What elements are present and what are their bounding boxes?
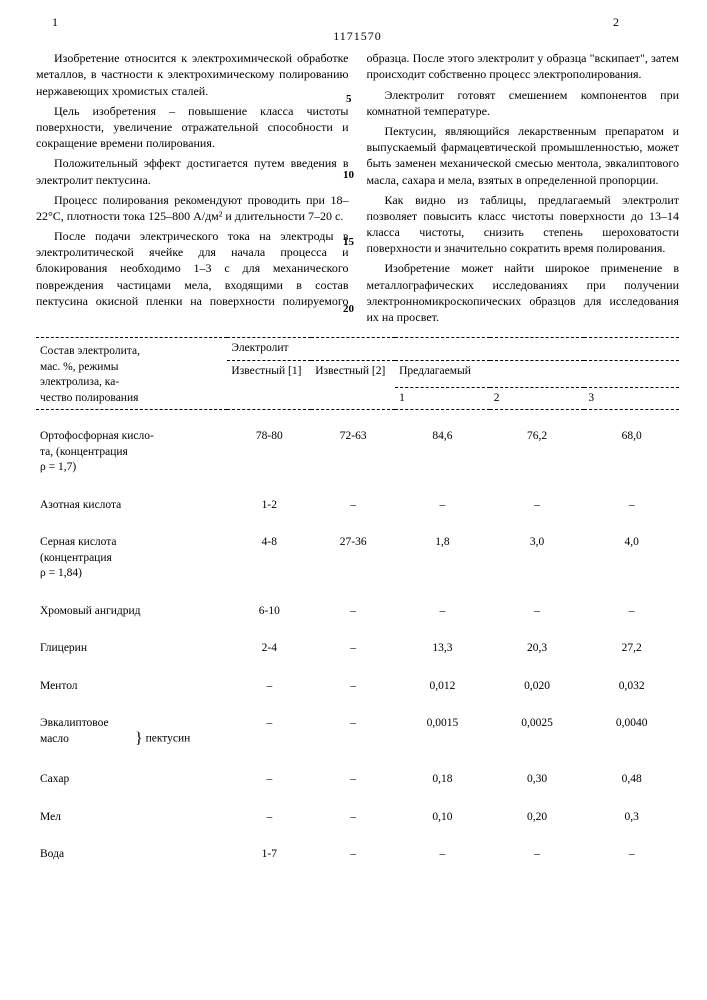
row-label: Вода	[36, 844, 227, 866]
table-row: Хромовый ангидрид6-10––––	[36, 601, 679, 623]
column-header: Известный [2]	[311, 360, 395, 410]
cell: –	[584, 844, 679, 866]
line-marker: 5	[346, 92, 352, 107]
cell: –	[311, 676, 395, 698]
cell: 76,2	[490, 426, 585, 479]
table-row: Глицерин2-4–13,320,327,2	[36, 638, 679, 660]
body-text: Изобретение относится к электрохимическо…	[36, 50, 679, 325]
table-left-header: чество полирования	[40, 392, 138, 404]
cell: 0,18	[395, 769, 490, 791]
cell: 0,3	[584, 807, 679, 829]
table-row: Азотная кислота1-2––––	[36, 495, 679, 517]
cell: –	[490, 844, 585, 866]
table-left-header: электролиза, ка-	[40, 376, 119, 388]
table-row: Вода1-7––––	[36, 844, 679, 866]
row-label: Серная кислота(концентрацияρ = 1,84)	[36, 532, 227, 585]
cell: 84,6	[395, 426, 490, 479]
sub-column: 1	[395, 387, 490, 410]
cell: –	[395, 495, 490, 517]
cell: 20,3	[490, 638, 585, 660]
cell: 4,0	[584, 532, 679, 585]
cell: 0,30	[490, 769, 585, 791]
cell: –	[311, 601, 395, 623]
paragraph: Изобретение относится к электрохимическо…	[36, 50, 349, 99]
cell: 72-63	[311, 426, 395, 479]
cell: 0,0025	[490, 713, 585, 753]
document-number: 1171570	[36, 28, 679, 44]
cell: 6-10	[227, 601, 311, 623]
cell: 13,3	[395, 638, 490, 660]
cell: –	[227, 807, 311, 829]
paragraph: Электролит готовят смешением компонентов…	[367, 87, 680, 119]
electrolyte-table: Состав электролита, мас. %, режимы элект…	[36, 337, 679, 881]
paragraph: Процесс полирования рекомендуют проводит…	[36, 192, 349, 224]
cell: 27-36	[311, 532, 395, 585]
row-label: Азотная кислота	[36, 495, 227, 517]
paragraph: Изобретение может найти широкое применен…	[367, 260, 680, 325]
cell: –	[584, 495, 679, 517]
row-label: Эвкалиптовоемасло} пектусин	[36, 713, 227, 753]
cell: 0,10	[395, 807, 490, 829]
column-header: Известный [1]	[227, 360, 311, 410]
cell: 68,0	[584, 426, 679, 479]
cell: –	[395, 601, 490, 623]
line-marker: 15	[343, 235, 354, 250]
cell: 0,20	[490, 807, 585, 829]
line-marker: 10	[343, 168, 354, 183]
cell: 1,8	[395, 532, 490, 585]
table-left-header: Состав электролита,	[40, 345, 140, 357]
line-marker: 20	[343, 302, 354, 317]
cell: –	[311, 638, 395, 660]
table-row: Эвкалиптовоемасло} пектусин––0,00150,002…	[36, 713, 679, 753]
cell: 3,0	[490, 532, 585, 585]
cell: 0,48	[584, 769, 679, 791]
cell: 27,2	[584, 638, 679, 660]
table-row: Ментол––0,0120,0200,032	[36, 676, 679, 698]
cell: –	[490, 601, 585, 623]
sub-column: 3	[584, 387, 679, 410]
row-label: Сахар	[36, 769, 227, 791]
cell: –	[227, 676, 311, 698]
cell: 78-80	[227, 426, 311, 479]
cell: –	[311, 769, 395, 791]
paragraph: Как видно из таблицы, предлагаемый элект…	[367, 192, 680, 257]
table-row: Мел––0,100,200,3	[36, 807, 679, 829]
cell: 0,020	[490, 676, 585, 698]
row-label: Мел	[36, 807, 227, 829]
paragraph: Цель изобретения – повышение класса чист…	[36, 103, 349, 152]
table-row: Серная кислота(концентрацияρ = 1,84)4-82…	[36, 532, 679, 585]
cell: 1-2	[227, 495, 311, 517]
cell: –	[311, 807, 395, 829]
cell: 2-4	[227, 638, 311, 660]
cell: –	[395, 844, 490, 866]
cell: –	[311, 713, 395, 753]
row-label: Хромовый ангидрид	[36, 601, 227, 623]
paragraph: Положительный эффект достигается путем в…	[36, 155, 349, 187]
page-number-right: 2	[613, 14, 619, 30]
cell: 0,0040	[584, 713, 679, 753]
table-row: Сахар––0,180,300,48	[36, 769, 679, 791]
page-number-left: 1	[52, 14, 58, 30]
table-row: Ортофосфорная кисло-та, (концентрацияρ =…	[36, 426, 679, 479]
paragraph: Пектусин, являющийся лекарственным препа…	[367, 123, 680, 188]
cell: 0,0015	[395, 713, 490, 753]
cell: 1-7	[227, 844, 311, 866]
cell: 4-8	[227, 532, 311, 585]
cell: –	[311, 844, 395, 866]
cell: 0,012	[395, 676, 490, 698]
cell: 0,032	[584, 676, 679, 698]
cell: –	[227, 769, 311, 791]
column-header: Предлагаемый	[395, 360, 679, 387]
row-label: Ортофосфорная кисло-та, (концентрацияρ =…	[36, 426, 227, 479]
sub-column: 2	[490, 387, 585, 410]
row-label: Глицерин	[36, 638, 227, 660]
cell: –	[490, 495, 585, 517]
cell: –	[311, 495, 395, 517]
table-top-header: Электролит	[227, 338, 679, 361]
cell: –	[584, 601, 679, 623]
cell: –	[227, 713, 311, 753]
row-label: Ментол	[36, 676, 227, 698]
table-left-header: мас. %, режимы	[40, 361, 118, 373]
